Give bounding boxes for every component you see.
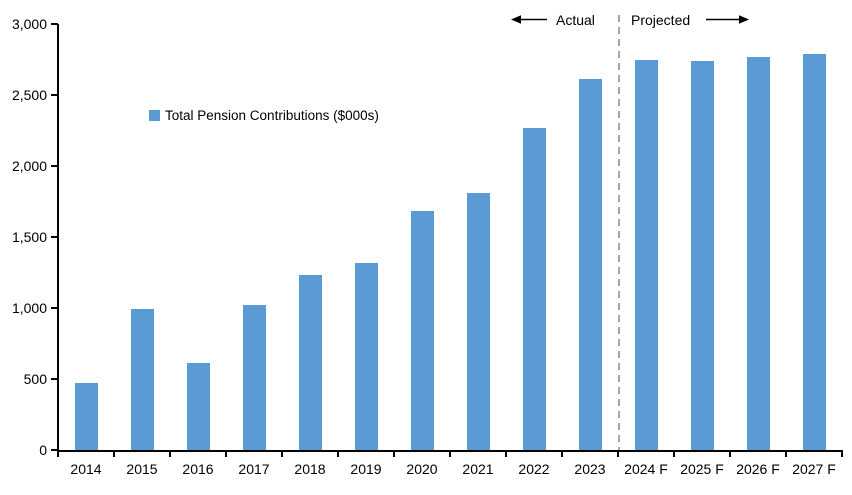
- x-tick-mark: [57, 452, 59, 457]
- x-tick-label-2015: 2015: [126, 461, 158, 477]
- x-tick-label-2021: 2021: [462, 461, 494, 477]
- bar-2016: [186, 363, 210, 450]
- x-tick-mark: [785, 452, 787, 457]
- x-tick-mark: [281, 452, 283, 457]
- bar-2022: [522, 127, 546, 450]
- bar-2017: [242, 305, 266, 450]
- y-tick-mark: [51, 378, 58, 380]
- y-tick-label: 500: [23, 371, 47, 387]
- x-tick-mark: [393, 452, 395, 457]
- y-tick-label: 2,000: [11, 158, 47, 174]
- x-tick-label-2019: 2019: [350, 461, 382, 477]
- y-tick-label: 0: [39, 442, 47, 458]
- y-tick-mark: [51, 449, 58, 451]
- y-tick-mark: [51, 23, 58, 25]
- y-tick-mark: [51, 307, 58, 309]
- bar-2019: [354, 262, 378, 450]
- projected-label: Projected: [631, 12, 691, 28]
- actual-left-arrow-icon: [511, 15, 547, 24]
- x-tick-mark: [449, 452, 451, 457]
- x-tick-mark: [561, 452, 563, 457]
- bar-2018: [298, 275, 322, 450]
- x-tick-label-2017: 2017: [238, 461, 270, 477]
- bar-2025-F: [690, 60, 714, 450]
- actual-label: Actual: [556, 12, 595, 28]
- x-tick-label-2018: 2018: [294, 461, 326, 477]
- y-tick-label: 2,500: [11, 87, 47, 103]
- y-tick-mark: [51, 236, 58, 238]
- bar-2015: [130, 309, 154, 450]
- x-tick-mark: [729, 452, 731, 457]
- x-tick-mark: [337, 452, 339, 457]
- actual-projected-divider-line: [617, 15, 620, 451]
- x-tick-label-2014: 2014: [70, 461, 102, 477]
- x-tick-mark: [225, 452, 227, 457]
- x-tick-mark: [673, 452, 675, 457]
- x-tick-mark: [617, 452, 619, 457]
- bar-2024-F: [634, 59, 658, 450]
- y-tick-mark: [51, 94, 58, 96]
- y-tick-label: 3,000: [11, 16, 47, 32]
- bar-2026-F: [746, 56, 770, 450]
- x-tick-label-2025-F: 2025 F: [680, 461, 724, 477]
- legend-label: Total Pension Contributions ($000s): [165, 108, 379, 123]
- y-axis-line: [57, 24, 59, 452]
- x-tick-mark: [169, 452, 171, 457]
- x-tick-label-2023: 2023: [574, 461, 606, 477]
- legend: Total Pension Contributions ($000s): [149, 107, 379, 124]
- bar-2021: [466, 192, 490, 450]
- bar-2020: [410, 211, 434, 450]
- x-tick-mark: [113, 452, 115, 457]
- y-tick-label: 1,000: [11, 300, 47, 316]
- y-tick-label: 1,500: [11, 229, 47, 245]
- x-tick-label-2022: 2022: [518, 461, 550, 477]
- x-tick-label-2024-F: 2024 F: [624, 461, 668, 477]
- x-tick-label-2026-F: 2026 F: [736, 461, 780, 477]
- x-tick-label-2027-F: 2027 F: [792, 461, 836, 477]
- x-tick-label-2016: 2016: [182, 461, 214, 477]
- bar-2014: [74, 383, 98, 450]
- x-axis-line: [57, 450, 843, 452]
- x-tick-label-2020: 2020: [406, 461, 438, 477]
- bar-2027-F: [802, 53, 826, 450]
- legend-swatch-icon: [149, 110, 160, 121]
- projected-right-arrow-icon: [706, 15, 749, 24]
- x-tick-mark: [841, 452, 843, 457]
- x-tick-mark: [505, 452, 507, 457]
- y-tick-mark: [51, 165, 58, 167]
- bar-2023: [578, 79, 602, 450]
